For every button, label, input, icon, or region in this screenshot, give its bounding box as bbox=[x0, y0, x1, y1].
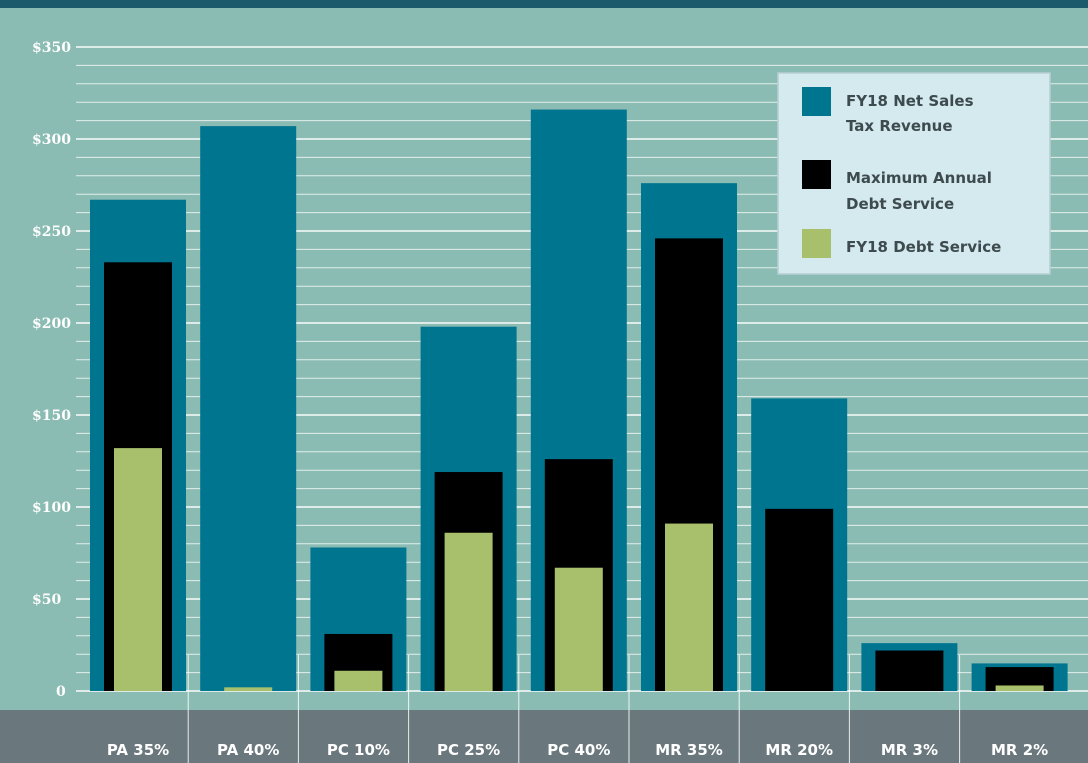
y-axis-ticks: 0 $50 $100 $150 $200 $250 $300 $350 bbox=[32, 40, 71, 700]
fy18-debt-service-bar bbox=[665, 523, 713, 691]
y-tick-label: $100 bbox=[32, 500, 71, 516]
max-debt-service-bar bbox=[765, 508, 834, 691]
x-tick-label: PC 10% bbox=[327, 741, 390, 759]
y-tick-label: $50 bbox=[32, 592, 61, 608]
fy18-debt-service-bar bbox=[554, 567, 603, 691]
x-tick-label: PA 40% bbox=[217, 741, 279, 759]
legend-label: FY18 Net Sales bbox=[846, 92, 974, 110]
category-separators bbox=[187, 655, 961, 763]
legend-label: Maximum Annual bbox=[846, 169, 992, 187]
net-sales-bar bbox=[200, 126, 297, 692]
y-tick-label: $250 bbox=[32, 224, 71, 240]
x-axis-labels: PA 35% PA 40% PC 10% PC 25% PC 40% MR 35% MR 2… bbox=[107, 741, 1048, 759]
legend-swatch bbox=[802, 229, 831, 258]
fy18-debt-service-bar bbox=[224, 687, 273, 691]
x-tick-label: PA 35% bbox=[107, 741, 169, 759]
fy18-debt-service-bar bbox=[334, 670, 383, 691]
x-tick-label: MR 3% bbox=[881, 741, 938, 759]
legend-swatch bbox=[802, 160, 831, 189]
legend-label: FY18 Debt Service bbox=[846, 238, 1001, 256]
bars-layer bbox=[90, 109, 1068, 692]
top-band bbox=[0, 0, 1088, 8]
y-tick-label: $300 bbox=[32, 132, 71, 148]
x-tick-label: PC 25% bbox=[437, 741, 500, 759]
y-tick-label: $350 bbox=[32, 40, 71, 56]
fy18-debt-service-bar bbox=[995, 685, 1044, 691]
legend-swatch bbox=[802, 87, 831, 116]
max-debt-service-bar bbox=[985, 667, 1054, 691]
max-debt-service-bar bbox=[875, 650, 944, 691]
y-tick-label: $200 bbox=[32, 316, 71, 332]
x-tick-label: MR 2% bbox=[991, 741, 1048, 759]
x-tick-label: MR 35% bbox=[655, 741, 723, 759]
fy18-debt-service-bar bbox=[444, 532, 493, 691]
x-tick-label: PC 40% bbox=[547, 741, 610, 759]
y-tick-label: $150 bbox=[32, 408, 71, 424]
fy18-debt-service-bar bbox=[114, 448, 162, 691]
x-tick-label: MR 20% bbox=[765, 741, 833, 759]
legend-label: Tax Revenue bbox=[846, 117, 953, 135]
legend-label: Debt Service bbox=[846, 195, 954, 213]
y-tick-label: 0 bbox=[56, 684, 66, 700]
category-band bbox=[0, 710, 1088, 763]
legend: FY18 Net Sales Tax Revenue Maximum Annual D… bbox=[777, 72, 1051, 275]
